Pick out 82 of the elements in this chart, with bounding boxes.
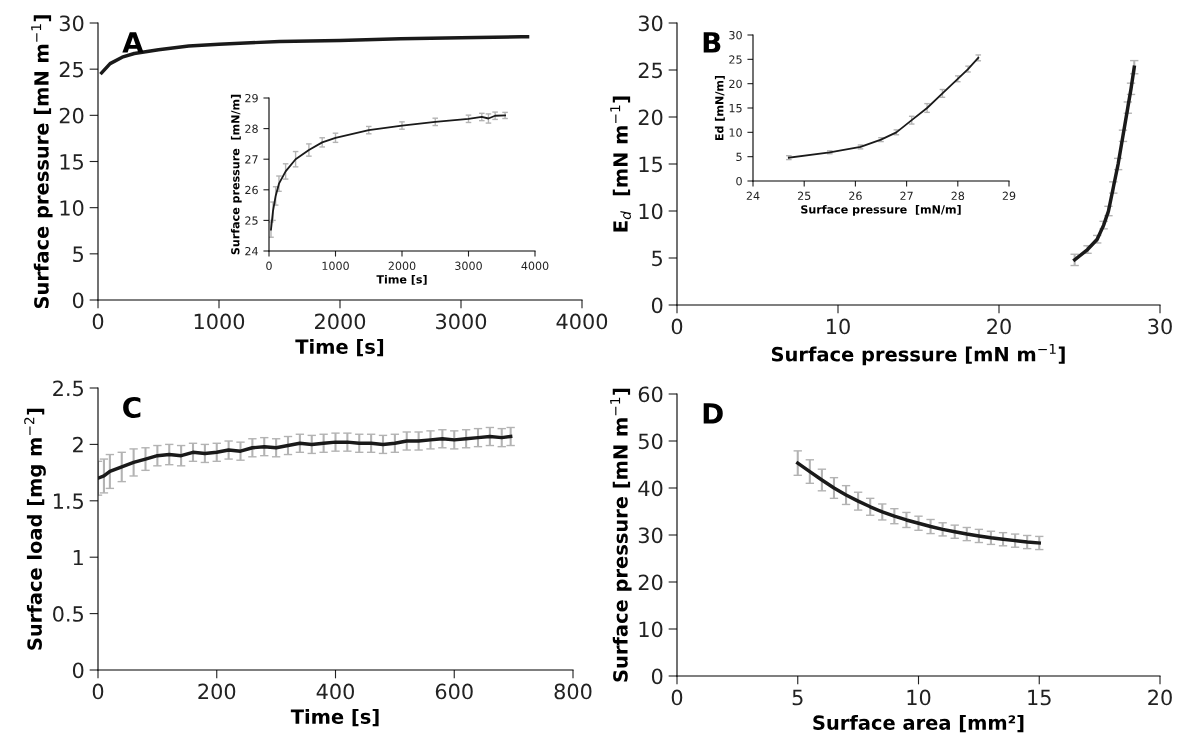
y-tick-label: 0 xyxy=(736,176,742,186)
x-tick-label: 400 xyxy=(316,683,354,700)
x-axis-title: Surface pressure [mN m$^{−1}$] xyxy=(771,343,1065,366)
y-axis-title: Surface pressure [mN m$^{−1}$] xyxy=(31,15,53,309)
y-axis-title: Surface pressure [mN m$^{−1}$] xyxy=(610,388,632,682)
y-tick-label: 15 xyxy=(729,104,742,113)
y-axis-title: Ed [mN/m] xyxy=(714,75,725,141)
x-tick-label: 4000 xyxy=(556,313,608,330)
x-tick-label: 26 xyxy=(849,191,862,201)
y-tick-label: 2 xyxy=(73,436,83,453)
x-tick-label: 10 xyxy=(907,689,931,706)
x-tick-label: 4000 xyxy=(521,261,549,271)
y-tick-label: 30 xyxy=(638,15,663,32)
x-tick-label: 27 xyxy=(900,191,913,200)
y-tick-label: 0 xyxy=(72,292,84,309)
y-tick-label: 10 xyxy=(729,128,742,137)
x-tick-label: 24 xyxy=(746,191,760,200)
x-tick-label: 0 xyxy=(671,689,683,706)
y-tick-label: 30 xyxy=(638,527,663,544)
x-tick-label: 0 xyxy=(266,261,272,271)
x-tick-label: 600 xyxy=(435,683,473,700)
x-tick-label: 10 xyxy=(827,318,850,335)
y-axis-title: Surface pressure [mN/m] xyxy=(230,94,242,255)
x-tick-label: 1000 xyxy=(322,261,349,271)
x-tick-label: 3000 xyxy=(436,313,487,330)
x-axis-title: Surface pressure [mN/m] xyxy=(801,204,961,216)
y-tick-label: 15 xyxy=(60,154,83,170)
annotation: C xyxy=(123,396,141,418)
x-tick-label: 2000 xyxy=(315,313,366,330)
y-tick-label: 25 xyxy=(59,61,83,78)
y-tick-label: 20 xyxy=(59,107,84,124)
y-tick-label: 15 xyxy=(639,156,662,173)
y-tick-label: 60 xyxy=(638,386,663,403)
annotation: A xyxy=(122,32,144,53)
y-tick-label: 30 xyxy=(59,15,84,32)
x-axis-title: Time [s] xyxy=(290,708,379,727)
y-tick-label: 20 xyxy=(638,109,663,126)
y-tick-label: 20 xyxy=(729,79,742,89)
x-tick-label: 5 xyxy=(792,689,803,706)
y-tick-label: 0 xyxy=(72,662,84,679)
x-tick-label: 29 xyxy=(1002,191,1016,201)
y-axis-title: E$_{d}$ [mN m$^{−1}$] xyxy=(610,96,631,232)
x-axis-title: Surface area [mm²] xyxy=(813,714,1024,733)
y-tick-label: 5 xyxy=(736,152,742,162)
x-tick-label: 20 xyxy=(987,318,1011,335)
y-tick-label: 40 xyxy=(638,480,663,497)
y-axis-title: Surface load [mg m$^{−2}$] xyxy=(24,408,46,650)
y-tick-label: 29 xyxy=(245,93,258,103)
y-tick-label: 28 xyxy=(245,124,258,133)
y-tick-label: 27 xyxy=(245,155,258,164)
x-tick-label: 1000 xyxy=(194,313,245,330)
annotation: B xyxy=(703,32,721,53)
y-tick-label: 0 xyxy=(651,668,663,685)
y-tick-label: 24 xyxy=(245,246,258,256)
y-tick-label: 25 xyxy=(638,62,662,79)
y-tick-label: 25 xyxy=(245,216,258,225)
y-tick-label: 20 xyxy=(638,574,663,591)
x-axis-title: Time [s] xyxy=(295,338,384,357)
y-tick-label: 0.5 xyxy=(53,606,83,622)
y-tick-label: 0 xyxy=(651,297,663,314)
y-tick-label: 10 xyxy=(639,203,663,220)
y-tick-label: 10 xyxy=(639,621,663,638)
y-tick-label: 1 xyxy=(73,549,83,566)
x-tick-label: 0 xyxy=(92,683,104,700)
x-tick-label: 800 xyxy=(554,683,592,700)
y-tick-label: 50 xyxy=(638,433,663,450)
x-axis-title: Time [s] xyxy=(376,274,427,285)
x-tick-label: 200 xyxy=(198,683,236,700)
y-tick-label: 25 xyxy=(729,55,742,64)
x-tick-label: 15 xyxy=(1028,689,1051,706)
x-tick-label: 20 xyxy=(1148,689,1172,706)
x-tick-label: 25 xyxy=(797,191,811,201)
x-tick-label: 3000 xyxy=(455,261,482,271)
y-tick-label: 30 xyxy=(729,30,742,40)
annotation: D xyxy=(703,403,723,424)
y-tick-label: 1.5 xyxy=(53,493,83,510)
x-tick-label: 30 xyxy=(1148,318,1172,335)
y-tick-label: 2.5 xyxy=(53,380,83,397)
x-tick-label: 0 xyxy=(671,318,683,335)
x-tick-label: 0 xyxy=(92,313,104,330)
x-tick-label: 2000 xyxy=(388,261,416,271)
x-tick-label: 28 xyxy=(951,191,965,201)
